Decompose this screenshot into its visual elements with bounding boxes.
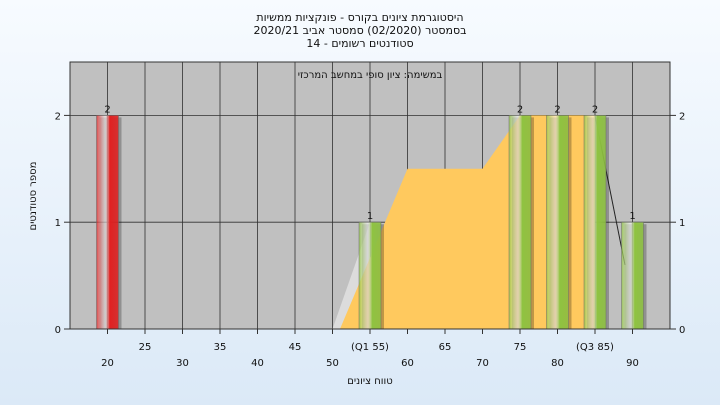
x-tick-label: 70	[476, 358, 489, 369]
x-tick-label: 30	[176, 358, 189, 369]
bar	[508, 115, 532, 330]
chart-caption: במשימה: ציון סופי במחשב המרכזי	[298, 70, 443, 81]
y-tick-label-right: 2	[679, 111, 685, 122]
bar-value-label: 1	[629, 211, 635, 222]
bar	[358, 221, 382, 330]
y-tick-label-right: 1	[679, 218, 685, 229]
chart-title: היסטוגרמת ציונים בקורס - פונקציות ממשיות…	[253, 11, 466, 50]
bar-value-label: 2	[592, 104, 598, 115]
x-tick-label: (Q3 85)	[576, 342, 614, 353]
x-tick-label: 25	[139, 342, 152, 353]
bar-value-label: 1	[367, 211, 373, 222]
title-line-1: היסטוגרמת ציונים בקורס - פונקציות ממשיות	[256, 11, 463, 24]
x-axis-ticks: 20 25 30 35 40 45 50 (Q1 55) 60 65 70 75 80 (Q3 85) 90	[101, 329, 639, 369]
x-tick-label: 20	[101, 358, 114, 369]
x-tick-label: 50	[326, 358, 339, 369]
y-tick-label-left: 2	[55, 111, 61, 122]
title-line-3: סטודנטים רשומים - 14	[306, 37, 413, 50]
x-tick-label: 80	[551, 358, 564, 369]
title-line-2: בסמסטר (02/2020) סמסטר אביב 2020/21	[253, 24, 466, 37]
x-axis-title: טווח ציונים	[347, 376, 392, 387]
y-tick-label-left: 0	[55, 325, 61, 336]
y-axis-ticks: 0 0 1 1 2 2	[55, 111, 686, 336]
x-tick-label: 40	[251, 358, 264, 369]
y-tick-label-left: 1	[55, 218, 61, 229]
x-tick-label: 45	[289, 342, 302, 353]
bar	[621, 221, 644, 330]
x-tick-label: 90	[626, 358, 639, 369]
x-tick-label: 35	[214, 342, 227, 353]
x-tick-label: 60	[401, 358, 414, 369]
bar	[546, 115, 569, 330]
y-axis-title: מספר סטודנטים	[28, 162, 39, 231]
y-tick-label-right: 0	[679, 325, 685, 336]
x-tick-label: 75	[514, 342, 527, 353]
bar	[583, 115, 607, 330]
x-tick-label: (Q1 55)	[351, 342, 389, 353]
bar-value-label: 2	[554, 104, 560, 115]
bar	[96, 115, 119, 330]
bars: 2 1 2 2 2 1	[96, 104, 647, 330]
bar-value-label: 2	[104, 104, 110, 115]
x-tick-label: 65	[439, 342, 452, 353]
bar-value-label: 2	[517, 104, 523, 115]
